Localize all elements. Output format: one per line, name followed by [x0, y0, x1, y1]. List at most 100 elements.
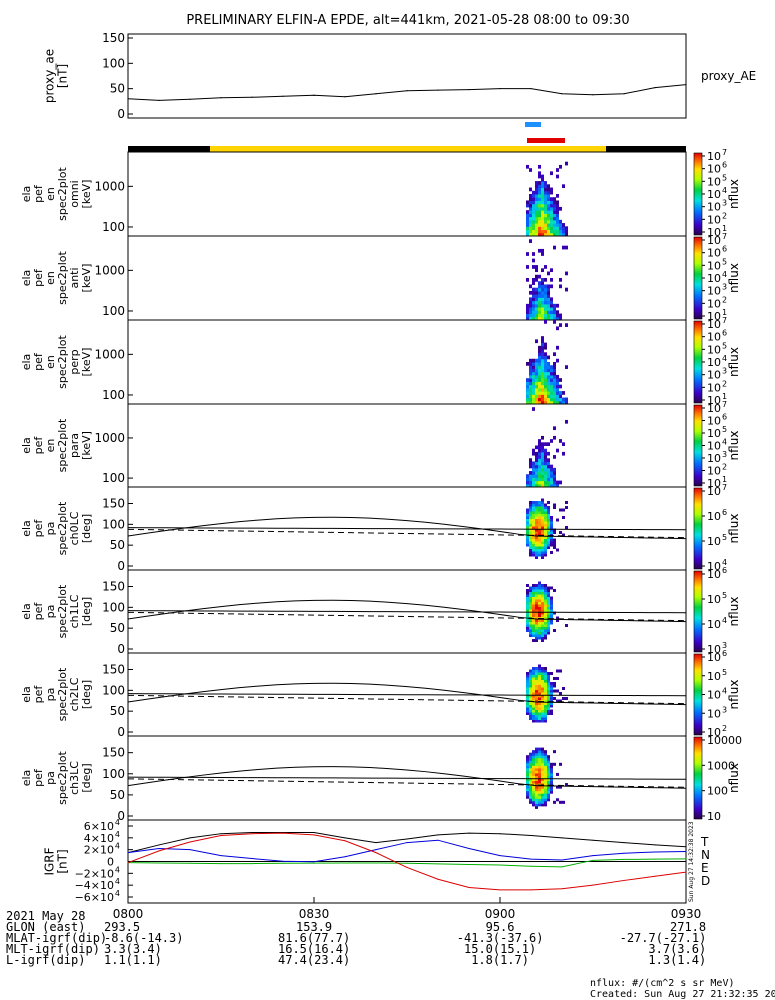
footer-value-4-3: 1.3(1.4) — [648, 953, 707, 967]
panel-en_anti-ytick-1: 1000 — [94, 263, 125, 277]
panel-igrf-point-E-1 — [158, 862, 160, 864]
panel-en_para-frame — [127, 403, 687, 488]
panel-igrf-point-D-0 — [127, 862, 129, 864]
panel-en_omni-ylabel-line-1: pef — [32, 184, 45, 203]
panel-en_omni-ylabel-line-4: omni — [68, 180, 81, 207]
panel-pa_ch1-cells — [526, 581, 568, 642]
panel-igrf-point-N-0 — [127, 852, 129, 854]
panel-igrf-point-D-17 — [654, 875, 656, 877]
panel-igrf-point-T-11 — [468, 832, 470, 834]
panel-en_omni-ylabel-line-0: ela — [20, 186, 33, 203]
panel-igrf-ytick-exp-5: 4 — [115, 830, 120, 839]
panel-proxy_ae-point-7 — [344, 96, 346, 98]
panel-igrf-point-T-10 — [437, 834, 439, 836]
panel-pa_ch2-cbar-tick-1: 10 — [707, 707, 721, 720]
panel-pa_ch1-ylabel-line-5: [deg] — [80, 597, 93, 626]
panel-igrf-point-E-13 — [530, 865, 532, 867]
panel-pa_ch2-cells — [526, 664, 568, 723]
panel-en_perp-ylabel-line-4: perp — [68, 349, 81, 374]
panel-en_para-cbar-exp-3: 4 — [722, 438, 727, 447]
panel-igrf-point-E-3 — [220, 863, 222, 865]
panel-en_anti-ylabel-line-4: anti — [68, 267, 81, 288]
panel-proxy_ae-ytick-1: 50 — [110, 82, 125, 96]
panel-en_perp-ytick-0: 100 — [102, 388, 125, 402]
panel-igrf-point-E-4 — [251, 863, 253, 865]
panel-pa_ch2-ylabel-line-3: spec2plot — [56, 667, 69, 721]
panel-en_perp-ytick-1: 1000 — [94, 347, 125, 361]
panel-pa_ch1-cbar-exp-2: 5 — [722, 591, 727, 600]
x-tick-0830: 0830 — [299, 907, 330, 921]
panel-en_anti-cbar-exp-1: 2 — [722, 295, 727, 304]
panel-proxy_ae-point-10 — [437, 89, 439, 91]
panel-igrf-point-D-9 — [406, 866, 408, 868]
panel-en_para-cbar-tick-4: 10 — [707, 427, 721, 440]
panel-en_omni-cbar-exp-2: 3 — [722, 199, 727, 208]
panel-igrf-ytick-exp-6: 4 — [115, 818, 120, 827]
panel-proxy_ae-point-15 — [592, 94, 594, 96]
panel-igrf-point-D-16 — [623, 879, 625, 881]
panel-en_para-colorbar — [693, 404, 703, 487]
panel-en_anti-ylabel-line-1: pef — [32, 268, 45, 287]
panel-en_perp-cbar-tick-3: 10 — [707, 356, 721, 369]
panel-proxy_ae-point-11 — [468, 89, 470, 91]
panel-en_omni-cbar-exp-1: 2 — [722, 211, 727, 220]
panel-igrf-point-T-15 — [592, 839, 594, 841]
panel-igrf-point-E-18 — [685, 858, 687, 860]
panel-igrf-point-N-1 — [158, 847, 160, 849]
panel-pa_ch0-cells — [526, 498, 568, 559]
panel-igrf-point-T-18 — [685, 846, 687, 848]
panel-igrf-point-D-5 — [282, 832, 284, 834]
panel-igrf-point-D-14 — [561, 888, 563, 890]
panel-en_anti-cbar-exp-0: 1 — [722, 308, 727, 317]
panel-en_para-cbar-exp-1: 2 — [722, 463, 727, 472]
panel-igrf-point-D-13 — [530, 889, 532, 891]
panel-pa_ch3-cbar-tick-0: 10 — [707, 810, 721, 823]
panel-en_omni-cbar-exp-5: 6 — [722, 161, 727, 170]
panel-en_perp-cbar-exp-2: 3 — [722, 367, 727, 376]
panel-en_anti-ylabel-line-3: spec2plot — [56, 251, 69, 305]
panel-igrf-point-N-6 — [313, 861, 315, 863]
footer-value-1-3: 271.8 — [670, 920, 707, 934]
panel-igrf-point-E-7 — [344, 862, 346, 864]
panel-en_perp-cbar-exp-3: 4 — [722, 354, 727, 363]
panel-en_para-cbar-exp-0: 1 — [722, 475, 727, 484]
panel-proxy_ae-ytick-2: 100 — [102, 56, 125, 70]
panel-pa_ch2-loss-cone-dashed — [127, 694, 687, 705]
panel-igrf-point-D-2 — [189, 841, 191, 843]
panel-pa_ch3-cbar-tick-1: 100 — [707, 785, 728, 798]
panel-igrf-ytick-2: −2×10 — [75, 867, 114, 880]
footer-label-2: MLAT-igrf(dip) — [6, 931, 108, 945]
footer-label-1: GLON (east) — [6, 920, 86, 934]
panel-igrf-point-N-9 — [406, 842, 408, 844]
panel-igrf-ytick-3: 0 — [107, 856, 114, 869]
panel-en_para-cbar-tick-0: 10 — [707, 477, 721, 490]
panel-pa_ch1-ytick-1: 50 — [110, 621, 125, 635]
panel-pa_ch3-ylabel-line-4: ch3LC — [68, 761, 81, 795]
panel-igrf-ytick-exp-1: 4 — [115, 877, 120, 886]
panel-en_perp-cells — [526, 320, 568, 405]
panel-pa_ch2-ytick-3: 150 — [102, 663, 125, 677]
footer-value-3-0: 3.3(3.4) — [104, 942, 162, 956]
panel-pa_ch2-cbar-exp-3: 5 — [722, 668, 727, 677]
panel-pa_ch3-ylabel-line-0: ela — [20, 770, 33, 787]
panel-en_para-cbar-tick-5: 10 — [707, 415, 721, 428]
panel-igrf-point-T-3 — [220, 833, 222, 835]
footer-value-2-3: -27.7(-27.1) — [619, 931, 707, 945]
x-tick-0900: 0900 — [485, 907, 516, 921]
panel-pa_ch2-ytick-1: 50 — [110, 704, 125, 718]
panel-proxy_ae-point-18 — [685, 84, 687, 86]
panel-igrf-point-N-7 — [344, 856, 346, 858]
panel-pa_ch3-colorbar — [693, 736, 703, 820]
panel-pa_ch0-cbar-tick-0: 10 — [707, 560, 721, 573]
panel-pa_ch2-cbar-tick-2: 10 — [707, 689, 721, 702]
panel-igrf-point-E-9 — [406, 862, 408, 864]
panel-igrf-point-E-12 — [499, 864, 501, 866]
panel-igrf-point-T-8 — [375, 842, 377, 844]
panel-en_para-ylabel-line-4: para — [68, 433, 81, 458]
panel-igrf-point-D-15 — [592, 884, 594, 886]
panel-proxy_ae-frame — [127, 33, 687, 119]
panel-pa_ch0-loss-cone-dashed — [127, 528, 687, 539]
panel-igrf-point-E-15 — [592, 859, 594, 861]
panel-igrf-point-T-7 — [344, 837, 346, 839]
